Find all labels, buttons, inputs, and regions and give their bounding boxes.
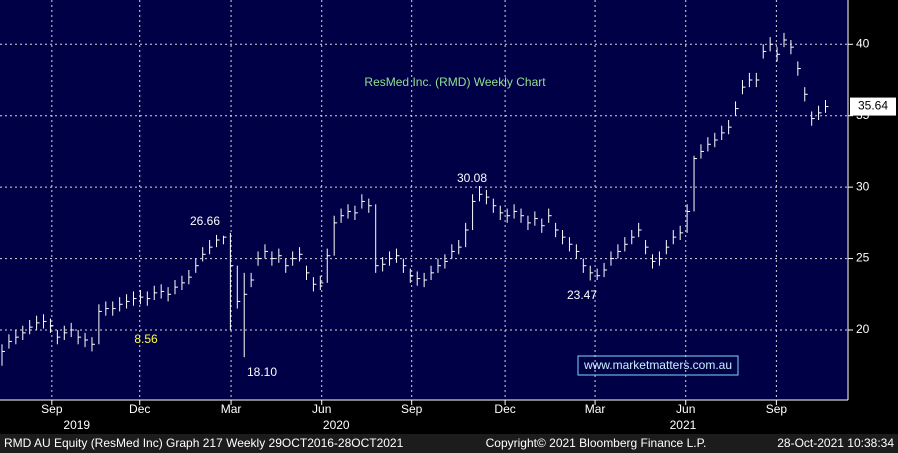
watermark: www.marketmatters.com.au (583, 358, 732, 372)
plot-area (0, 0, 848, 400)
x-tick-label: Sep (401, 402, 423, 416)
x-tick-label: Dec (129, 402, 150, 416)
footer-bar (0, 434, 898, 453)
chart-title: ResMed Inc. (RMD) Weekly Chart (364, 75, 546, 89)
x-tick-label: Sep (766, 402, 788, 416)
annotation: 23.47 (567, 288, 597, 302)
year-label: 2019 (63, 418, 90, 432)
x-tick-label: Mar (585, 402, 606, 416)
x-tick-label: Jun (312, 402, 331, 416)
x-tick-label: Dec (494, 402, 515, 416)
last-price-box (850, 97, 896, 116)
x-tick-label: Sep (41, 402, 63, 416)
y-tick-label: 25 (856, 251, 870, 265)
footer-left: RMD AU Equity (ResMed Inc) Graph 217 Wee… (4, 436, 404, 450)
y-tick-label: 20 (856, 322, 870, 336)
x-tick-label: Mar (221, 402, 242, 416)
annotation: 18.10 (247, 365, 277, 379)
footer-right: 28-Oct-2021 10:38:34 (777, 436, 894, 450)
year-label: 2020 (323, 418, 350, 432)
footer-center: Copyright© 2021 Bloomberg Finance L.P. (486, 436, 707, 450)
annotation: 30.08 (457, 171, 487, 185)
last-price: 35.64 (858, 99, 888, 113)
y-tick-label: 30 (856, 179, 870, 193)
annotation: 26.66 (190, 214, 220, 228)
x-tick-label: Jun (676, 402, 695, 416)
year-label: 2021 (670, 418, 697, 432)
watermark-box (577, 355, 739, 376)
annotation: 8.56 (134, 332, 158, 346)
y-tick-label: 40 (856, 36, 870, 50)
